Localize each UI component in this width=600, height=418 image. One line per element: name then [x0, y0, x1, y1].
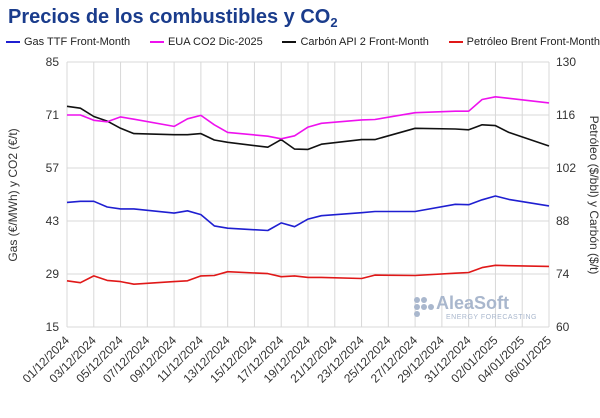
left-tick-label: 43 — [46, 214, 60, 228]
right-tick-label: 88 — [556, 214, 570, 228]
left-tick-label: 85 — [46, 55, 60, 69]
legend-label-gas: Gas TTF Front-Month — [24, 36, 131, 48]
chart-title-subscript: 2 — [330, 15, 338, 30]
left-tick-label: 71 — [46, 108, 60, 122]
watermark-tagline: ENERGY FORECASTING — [446, 314, 537, 321]
right-tick-label: 130 — [556, 55, 576, 69]
left-axis-ticks: 15 29 43 57 71 85 — [46, 55, 60, 334]
left-tick-label: 57 — [46, 161, 60, 175]
legend-swatch-carbon — [282, 41, 297, 43]
aleasoft-watermark: AleaSoft ENERGY FORECASTING — [410, 293, 545, 329]
watermark-brand: AleaSoft — [436, 293, 510, 313]
right-tick-label: 74 — [556, 267, 570, 281]
legend-label-carbon: Carbón API 2 Front-Month — [300, 36, 429, 48]
right-tick-label: 102 — [556, 161, 576, 175]
left-axis-label: Gas (€/MWh) y CO2 (€/t) — [6, 128, 20, 261]
x-axis-ticks: 01/12/202403/12/202405/12/202407/12/2024… — [20, 333, 555, 386]
legend-swatch-eua — [149, 41, 164, 43]
legend-label-eua: EUA CO2 Dic-2025 — [167, 36, 263, 48]
right-tick-label: 116 — [556, 108, 575, 122]
left-tick-label: 15 — [46, 320, 60, 334]
legend-item-carbon: Carbón API 2 Front-Month — [282, 36, 429, 48]
left-tick-label: 29 — [46, 267, 60, 281]
series-lines — [66, 96, 550, 286]
chart-legend: Gas TTF Front-Month EUA CO2 Dic-2025 Car… — [6, 36, 600, 48]
right-axis-label: Petróleo ($/bbl) y Carbón ($/t) — [587, 116, 600, 275]
series-line-brent — [66, 264, 550, 286]
right-tick-label: 60 — [556, 320, 570, 334]
legend-swatch-gas — [6, 41, 20, 43]
chart-title-text: Precios de los combustibles y CO — [8, 6, 331, 28]
aleasoft-logo-icon — [414, 297, 434, 317]
series-line-gas — [66, 195, 550, 232]
legend-item-brent: Petróleo Brent Front-Month — [448, 36, 600, 48]
series-line-eua — [67, 96, 550, 140]
chart-title: Precios de los combustibles y CO2 — [8, 6, 338, 30]
legend-item-gas: Gas TTF Front-Month — [6, 36, 130, 48]
grid-lines — [66, 61, 550, 328]
right-axis-ticks: 60 74 88 102 116 130 — [556, 55, 576, 334]
series-line-carbon — [66, 105, 550, 151]
legend-label-brent: Petróleo Brent Front-Month — [466, 36, 600, 48]
legend-item-eua: EUA CO2 Dic-2025 — [149, 36, 263, 48]
legend-swatch-brent — [448, 41, 463, 43]
